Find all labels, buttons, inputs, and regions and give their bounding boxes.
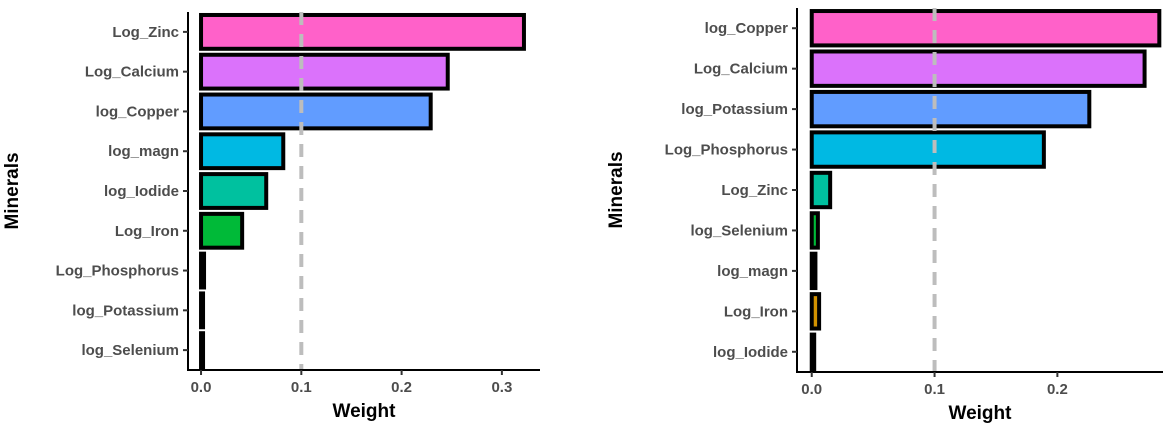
x-tick-label: 0.1 [291, 379, 312, 396]
x-tick-label: 0.3 [491, 379, 512, 396]
y-tick-label: log_Iodide [713, 344, 788, 361]
bar-log-potassium [199, 291, 206, 330]
bar-log-magn [809, 251, 818, 291]
y-tick-label: Log_Calcium [85, 64, 179, 81]
bar-log-selenium [809, 211, 820, 250]
bar-log-copper [199, 92, 433, 131]
y-tick-label: log_Copper [96, 103, 179, 120]
y-axis-title: Minerals [2, 152, 23, 229]
bar-log-phosphorus [809, 130, 1046, 169]
bar-log-iodide [809, 332, 817, 371]
y-tick-label: log_magn [717, 263, 788, 280]
right-chart: log_Copper Log_Calcium log_Potassium Log_Ph… [606, 8, 1163, 424]
x-tick-label: 0.1 [924, 381, 945, 398]
bar-log-iron [199, 211, 245, 250]
x-tick-label: 0.2 [1047, 381, 1068, 398]
y-tick-label: log_Potassium [681, 101, 788, 118]
bar-log-copper [809, 9, 1162, 48]
y-tick-label: Log_Calcium [694, 61, 788, 78]
bar-log-calcium [199, 52, 450, 91]
y-tick-label: Log_Zinc [112, 24, 179, 41]
bar-log-iron [809, 292, 822, 331]
bar-log-phosphorus [199, 251, 207, 290]
bar-log-zinc [809, 170, 833, 210]
left-chart: Log_Zinc Log_Calcium log_Copper log_magnlog… [2, 12, 540, 422]
y-tick-label: log_Iodide [104, 183, 179, 200]
x-axis-title: Weight [333, 401, 397, 422]
x-tick-label: 0.0 [191, 379, 212, 396]
y-tick-label: log_Selenium [690, 222, 788, 239]
y-tick-label: log_Selenium [81, 342, 179, 359]
x-tick-label: 0.2 [391, 379, 412, 396]
y-tick-label: log_Copper [705, 20, 788, 37]
bar-log-selenium [199, 331, 206, 370]
y-tick-label: Log_Iron [115, 223, 179, 240]
bar-log-potassium [809, 89, 1092, 129]
y-tick-label: Log_Phosphorus [665, 142, 788, 159]
y-tick-label: log_Potassium [72, 302, 179, 319]
bar-log-magn [199, 132, 286, 171]
y-tick-label: log_magn [108, 143, 179, 160]
x-axis-title: Weight [949, 403, 1013, 424]
y-tick-label: Log_Phosphorus [56, 263, 179, 280]
y-tick-label: Log_Iron [724, 303, 788, 320]
y-tick-label: Log_Zinc [721, 182, 788, 199]
x-tick-label: 0.0 [801, 381, 822, 398]
y-axis-title: Minerals [606, 151, 627, 228]
bar-log-calcium [809, 49, 1147, 88]
bar-log-zinc [199, 12, 526, 51]
bar-log-iodide [199, 172, 269, 210]
